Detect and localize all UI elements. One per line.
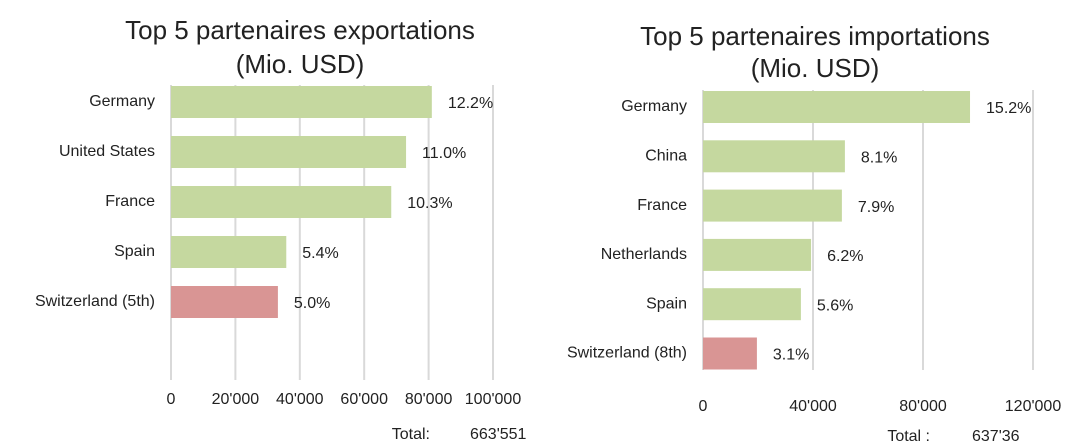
category-label: France xyxy=(637,197,687,214)
value-label: 10.3% xyxy=(407,195,452,212)
total-label: Total : xyxy=(887,428,930,445)
x-tick-label: 40'000 xyxy=(789,398,837,415)
category-label: China xyxy=(645,148,687,165)
bar xyxy=(171,236,287,268)
value-label: 7.9% xyxy=(858,199,894,216)
bar xyxy=(171,136,407,168)
bar xyxy=(171,86,432,118)
value-label: 5.0% xyxy=(294,295,330,312)
category-label: Switzerland (8th) xyxy=(567,345,687,362)
bar xyxy=(703,337,757,370)
value-label: 15.2% xyxy=(986,100,1031,117)
category-label: Spain xyxy=(114,243,155,260)
category-label: France xyxy=(105,193,155,210)
bar xyxy=(703,288,801,321)
chart-subtitle: (Mio. USD) xyxy=(751,53,880,83)
chart-title: Top 5 partenaires importations xyxy=(640,21,990,51)
bar xyxy=(171,186,392,218)
category-label: Switzerland (5th) xyxy=(35,293,155,310)
value-label: 11.0% xyxy=(422,145,466,162)
x-tick-label: 60'000 xyxy=(340,391,388,408)
value-label: 3.1% xyxy=(773,347,809,364)
x-tick-label: 0 xyxy=(699,398,708,415)
category-label: Netherlands xyxy=(601,246,687,263)
bar xyxy=(703,91,971,123)
x-tick-label: 100'000 xyxy=(465,391,522,408)
value-label: 8.1% xyxy=(861,150,897,167)
value-label: 5.6% xyxy=(817,297,853,314)
x-tick-label: 120'000 xyxy=(1005,398,1062,415)
category-label: Germany xyxy=(89,93,155,110)
value-label: 6.2% xyxy=(827,248,863,265)
category-label: Spain xyxy=(646,295,687,312)
chart-subtitle: (Mio. USD) xyxy=(236,49,365,79)
x-tick-label: 80'000 xyxy=(899,398,947,415)
category-label: United States xyxy=(59,143,155,160)
bar xyxy=(171,286,278,318)
value-label: 5.4% xyxy=(302,245,338,262)
chart-title: Top 5 partenaires exportations xyxy=(125,15,475,45)
bar xyxy=(703,189,842,222)
x-tick-label: 20'000 xyxy=(212,391,260,408)
bar xyxy=(703,238,812,271)
total-value: 663'551 xyxy=(470,426,527,443)
x-tick-label: 40'000 xyxy=(276,391,324,408)
x-tick-label: 0 xyxy=(167,391,176,408)
category-label: Germany xyxy=(621,98,687,115)
value-label: 12.2% xyxy=(448,95,493,112)
bar xyxy=(703,140,845,173)
total-value: 637'36 xyxy=(972,428,1020,445)
total-label: Total: xyxy=(392,426,430,443)
x-tick-label: 80'000 xyxy=(405,391,453,408)
